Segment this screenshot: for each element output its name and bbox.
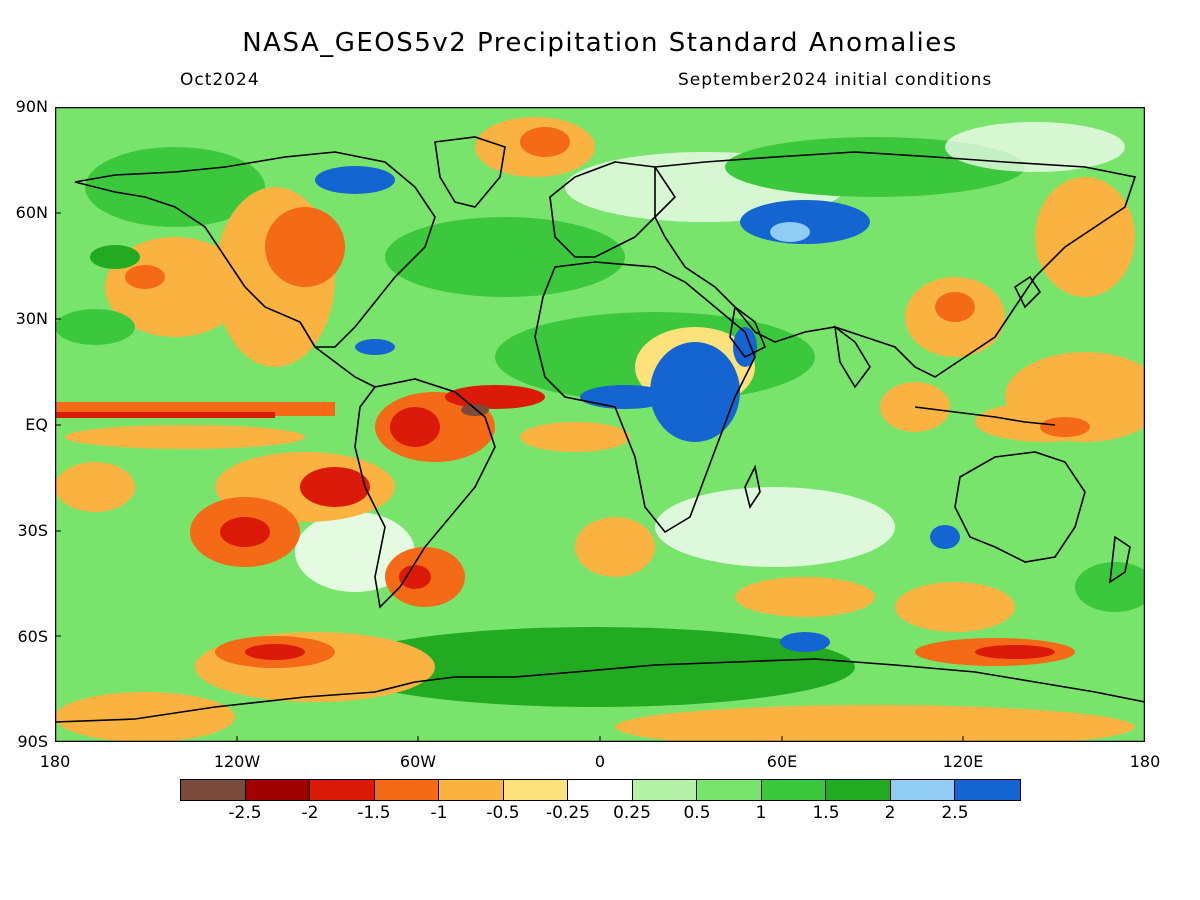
lon-label-60w: 60W	[399, 752, 437, 771]
colorbar-label: -0.5	[486, 803, 520, 823]
lat-label-90s: 90S	[17, 732, 48, 751]
colorbar-swatch	[761, 780, 826, 800]
map-title: NASA_GEOS5v2 Precipitation Standard Anom…	[242, 28, 958, 58]
lon-label-60e: 60E	[766, 752, 798, 771]
colorbar-label: -1.5	[357, 803, 391, 823]
colorbar-label: -0.25	[546, 803, 590, 823]
initial-conditions-label: September2024 initial conditions	[678, 70, 993, 90]
colorbar-swatch	[310, 780, 375, 800]
valid-month-label: Oct2024	[180, 70, 260, 90]
lat-label-eq: EQ	[25, 415, 48, 434]
coastlines	[55, 136, 1145, 723]
anomaly-field	[55, 107, 1145, 742]
lat-label-60n: 60N	[15, 203, 48, 222]
lon-label-0: 0	[594, 752, 606, 771]
colorbar	[180, 779, 1021, 801]
colorbar-swatch	[955, 780, 1020, 800]
colorbar-label: 1	[755, 803, 767, 823]
anomaly-map	[55, 107, 1145, 742]
lon-label-180e: 180	[1129, 752, 1161, 771]
colorbar-swatch	[632, 780, 697, 800]
colorbar-swatch	[245, 780, 310, 800]
map-ticks	[55, 212, 964, 742]
colorbar-label: -1	[430, 803, 448, 823]
lat-label-60s: 60S	[17, 627, 48, 646]
colorbar-label: 0.5	[683, 803, 711, 823]
lat-label-30n: 30N	[15, 309, 48, 328]
colorbar-label: 1.5	[812, 803, 840, 823]
colorbar-label: 0.25	[613, 803, 651, 823]
colorbar-swatch	[181, 780, 246, 800]
colorbar-label: 2.5	[941, 803, 969, 823]
colorbar-swatch	[374, 780, 439, 800]
colorbar-label: 2	[884, 803, 896, 823]
lon-label-120e: 120E	[942, 752, 984, 771]
lat-label-30s: 30S	[17, 521, 48, 540]
colorbar-label: -2	[301, 803, 319, 823]
lon-label-180w: 180	[39, 752, 71, 771]
colorbar-swatch	[890, 780, 955, 800]
colorbar-swatch	[503, 780, 568, 800]
lat-label-90n: 90N	[15, 97, 48, 116]
colorbar-swatch	[826, 780, 891, 800]
lon-label-120w: 120W	[213, 752, 261, 771]
colorbar-swatch	[697, 780, 762, 800]
colorbar-swatch	[568, 780, 633, 800]
colorbar-swatch	[439, 780, 504, 800]
colorbar-label: -2.5	[228, 803, 262, 823]
